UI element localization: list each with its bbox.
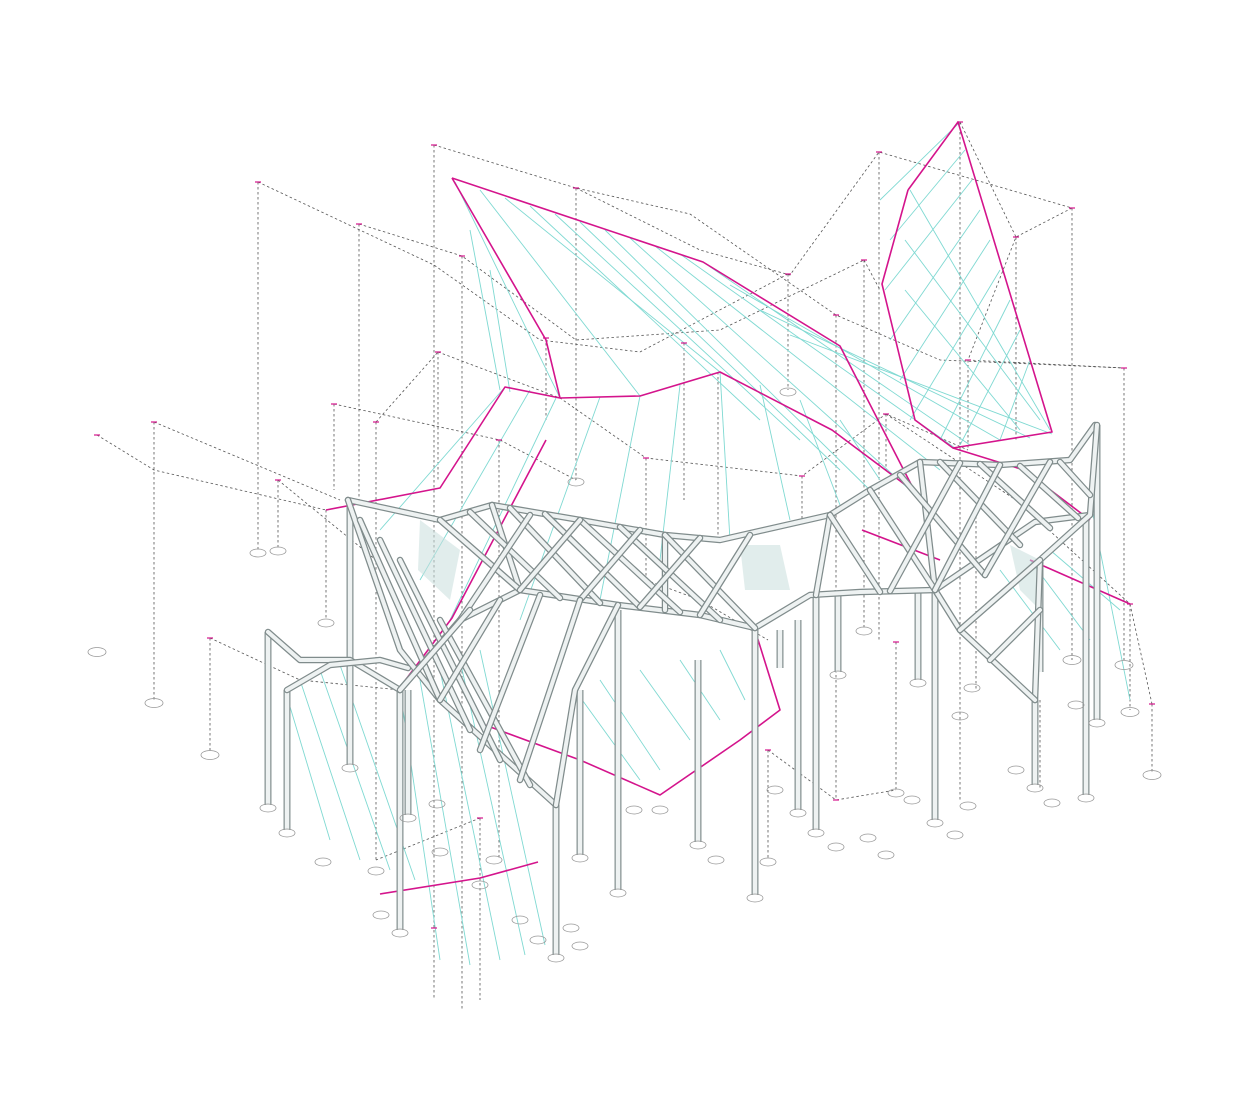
diagonal-rafters <box>356 458 1094 789</box>
roof-panel <box>1010 545 1040 610</box>
roof-panel <box>740 545 790 590</box>
roof-frame <box>264 421 1101 809</box>
roof-panel <box>418 520 460 600</box>
column-grid <box>264 425 1101 955</box>
control-point-markers <box>94 121 1155 929</box>
ground-footprints <box>87 387 1162 963</box>
